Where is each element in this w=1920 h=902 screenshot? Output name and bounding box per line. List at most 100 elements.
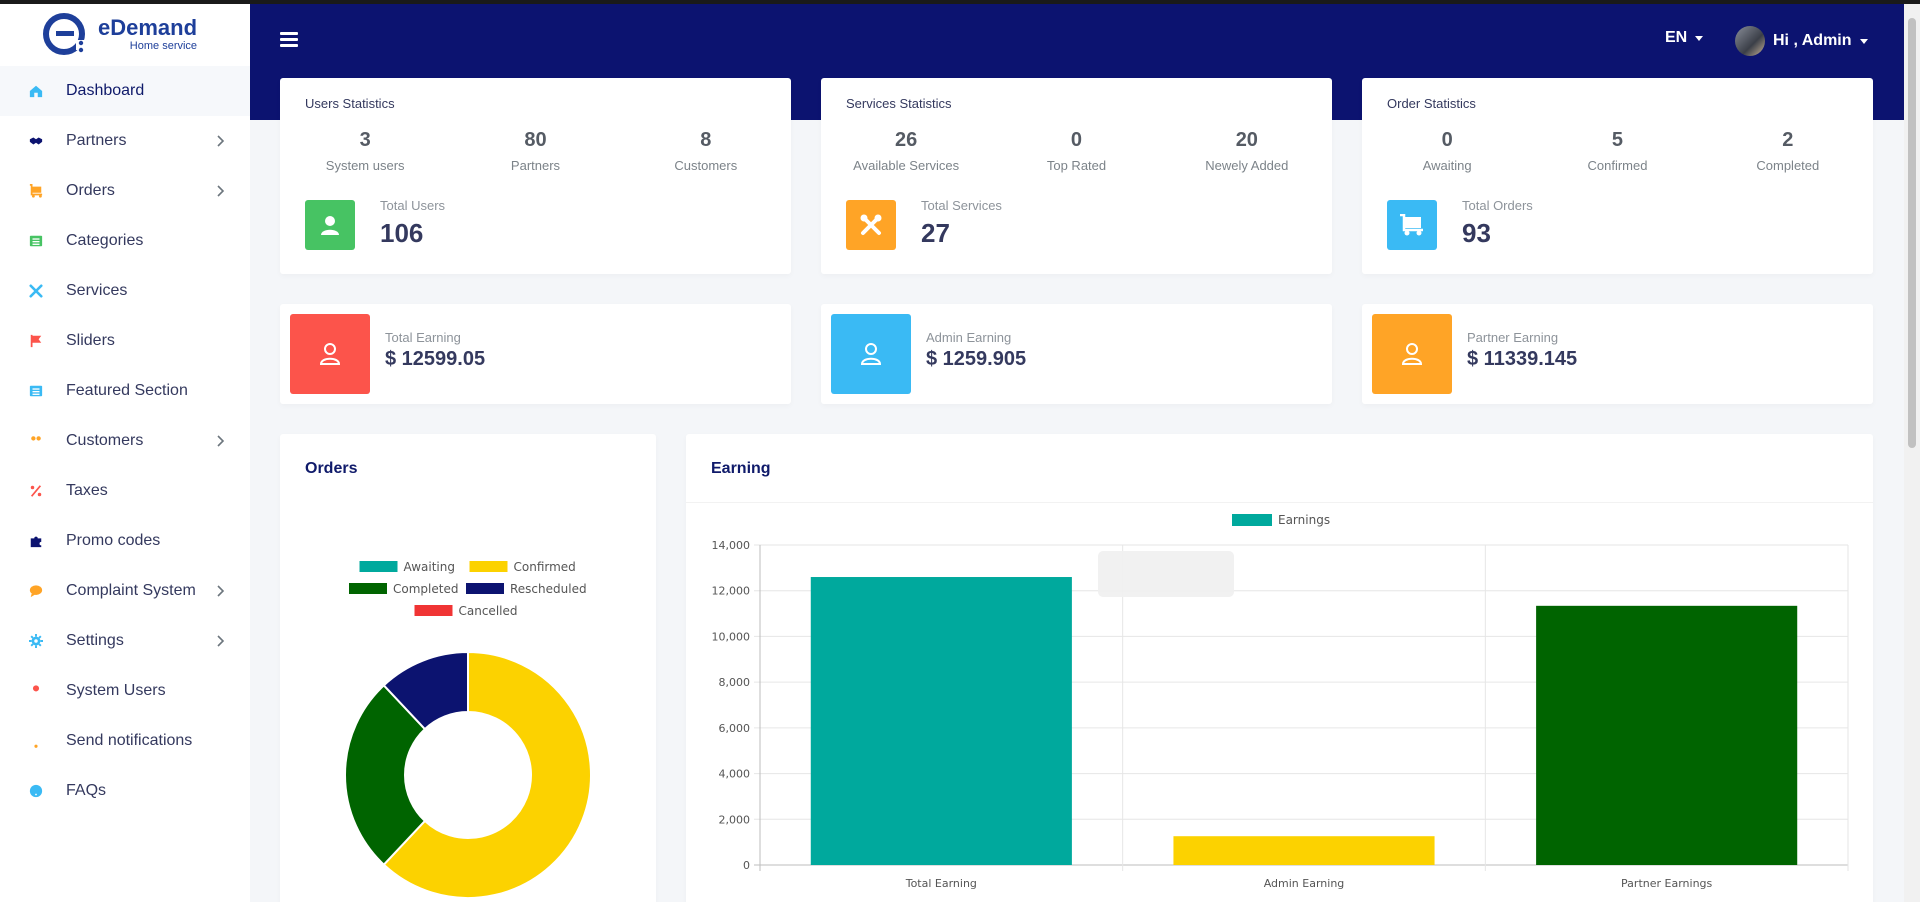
tools-icon (846, 200, 896, 250)
user-greeting: Hi , Admin (1773, 32, 1852, 49)
sidebar-item-label: Complaint System (66, 582, 196, 599)
user-icon (290, 314, 370, 394)
brand-title: eDemand (98, 15, 198, 40)
user-menu[interactable]: Hi , Admin (1735, 26, 1868, 56)
legend-label[interactable]: Awaiting (404, 560, 456, 574)
sidebar-item-label: Sliders (66, 332, 115, 349)
x-tick-label: Total Earning (905, 877, 977, 890)
x-tick-label: Admin Earning (1264, 877, 1345, 890)
y-tick-label: 14,000 (712, 539, 751, 552)
sidebar-item-label: Taxes (66, 482, 108, 499)
percent-icon (28, 483, 44, 499)
sidebar-item-dashboard[interactable]: Dashboard (0, 66, 250, 116)
puzzle-icon (28, 533, 44, 549)
bar-partner-earnings[interactable] (1536, 605, 1798, 865)
total-label: Total Services (921, 198, 1002, 213)
y-tick-label: 0 (743, 859, 750, 872)
total-value: 27 (921, 218, 950, 248)
sidebar-item-customers[interactable]: Customers (0, 416, 250, 466)
sidebar-item-categories[interactable]: Categories (0, 216, 250, 266)
legend-label[interactable]: Confirmed (514, 560, 576, 574)
sidebar-item-faqs[interactable]: FAQs (0, 766, 250, 816)
stat-value: 0 (1441, 129, 1453, 151)
stat-label: Completed (1756, 158, 1820, 173)
donut-slice-confirmed[interactable] (382, 650, 592, 899)
chevron-right-icon (212, 183, 228, 199)
sidebar-item-featured-section[interactable]: Featured Section (0, 366, 250, 416)
stat-label: Partners (510, 158, 561, 173)
chat-icon (28, 583, 44, 599)
panel-divider (686, 502, 1873, 503)
sidebar-item-label: Send notifications (66, 732, 193, 749)
orders-donut-chart: Awaiting Confirmed Completed Rescheduled Can… (344, 560, 592, 899)
sidebar-item-label: Customers (66, 432, 144, 449)
earning-value: $ 1259.905 (926, 348, 1027, 370)
home-icon (28, 83, 44, 99)
legend-label[interactable]: Rescheduled (510, 582, 587, 596)
chevron-right-icon (212, 583, 228, 599)
stat-label: Awaiting (1422, 158, 1472, 173)
sidebar-item-taxes[interactable]: Taxes (0, 466, 250, 516)
sidebar-item-label: Featured Section (66, 382, 188, 399)
gear-icon (28, 633, 44, 649)
total-label: Total Orders (1462, 198, 1533, 213)
y-tick-label: 2,000 (719, 813, 751, 826)
legend-swatch (359, 561, 398, 572)
sidebar-item-promo-codes[interactable]: Promo codes (0, 516, 250, 566)
sidebar-item-system-users[interactable]: System Users (0, 666, 250, 716)
sidebar-item-partners[interactable]: Partners (0, 116, 250, 166)
sidebar-item-send-notifications[interactable]: Send notifications (0, 716, 250, 766)
users-icon (28, 433, 44, 449)
scrollbar-thumb[interactable] (1908, 18, 1916, 448)
user-icon (305, 200, 355, 250)
total-label: Total Users (380, 198, 446, 213)
earning-value: $ 12599.05 (385, 348, 486, 370)
sidebar-item-label: Partners (66, 132, 127, 149)
sidebar-item-label: FAQs (66, 782, 107, 799)
sidebar-item-label: System Users (66, 682, 166, 699)
language-dropdown[interactable]: EN (1665, 29, 1704, 47)
page-scrollbar[interactable] (1904, 4, 1920, 902)
total-value: 106 (380, 218, 424, 248)
stat-label: Confirmed (1587, 158, 1648, 173)
sidebar-item-label: Orders (66, 182, 115, 199)
y-tick-label: 12,000 (712, 585, 751, 598)
flag-icon (28, 333, 44, 349)
sidebar-item-sliders[interactable]: Sliders (0, 316, 250, 366)
handshake-icon (28, 133, 44, 149)
list-icon (28, 383, 44, 399)
legend-label[interactable]: Completed (393, 582, 458, 596)
donut-slice-completed[interactable] (344, 683, 427, 867)
sidebar-item-orders[interactable]: Orders (0, 166, 250, 216)
user-icon (831, 314, 911, 394)
legend-label[interactable]: Earnings (1278, 513, 1330, 527)
menu-toggle-icon[interactable] (280, 32, 298, 48)
stat-value: 5 (1611, 129, 1624, 151)
stat-value: 80 (524, 129, 547, 151)
donut-slice-rescheduled[interactable] (382, 650, 469, 731)
y-tick-label: 4,000 (719, 768, 751, 781)
order-statistics-card: Order Statistics 0 Awaiting 5 Confirmed 2 C… (1362, 78, 1873, 274)
legend-label[interactable]: Cancelled (459, 604, 518, 618)
partner-earning-card: Partner Earning $ 11339.145 (1362, 304, 1873, 404)
sidebar-item-settings[interactable]: Settings (0, 616, 250, 666)
sidebar-item-complaint-system[interactable]: Complaint System (0, 566, 250, 616)
sidebar-item-services[interactable]: Services (0, 266, 250, 316)
chevron-right-icon (212, 433, 228, 449)
earning-value: $ 11339.145 (1467, 348, 1578, 370)
legend-swatch (469, 561, 508, 572)
y-tick-label: 8,000 (719, 676, 751, 689)
edemand-logo-icon (42, 10, 90, 58)
bar-admin-earning[interactable] (1173, 836, 1435, 865)
earning-chart-panel: Earning Earnings 0 2,000 4,000 6,000 8,000 10,… (686, 434, 1873, 902)
language-label: EN (1665, 29, 1688, 46)
brand-logo[interactable]: eDemand Home service (0, 4, 250, 64)
stat-value: 26 (895, 129, 918, 151)
bar-total-earning[interactable] (810, 577, 1072, 865)
card-title: Order Statistics (1387, 96, 1476, 111)
cart-icon (28, 183, 44, 199)
panel-title: Earning (711, 460, 771, 477)
caret-down-icon (1695, 35, 1704, 41)
total-earning-card: Total Earning $ 12599.05 (280, 304, 791, 404)
sidebar-item-label: Services (66, 282, 128, 299)
